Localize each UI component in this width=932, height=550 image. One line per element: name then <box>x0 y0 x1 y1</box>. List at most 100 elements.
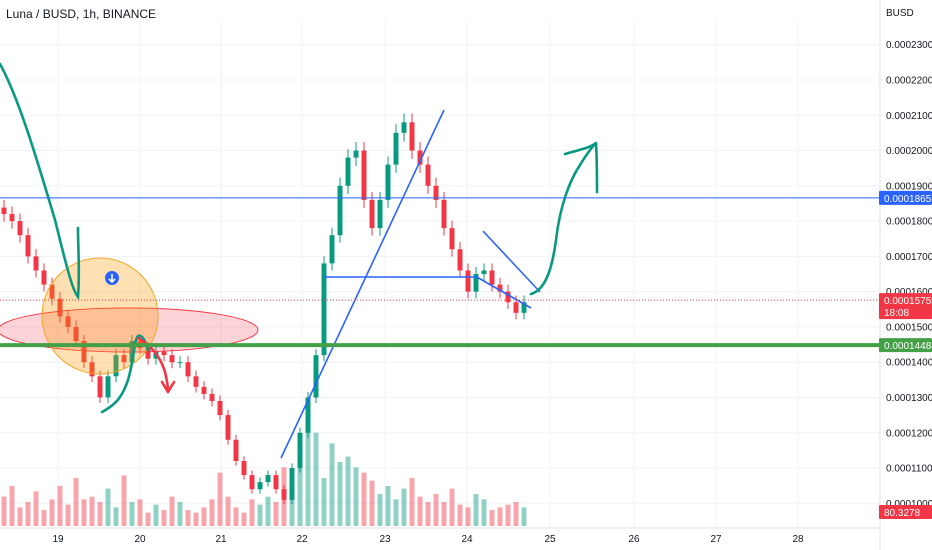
volume-bar <box>257 504 263 526</box>
candle-body <box>441 199 447 229</box>
volume-bar <box>449 488 455 526</box>
volume-bar <box>305 406 311 526</box>
volume-bar <box>169 496 175 526</box>
x-tick-label: 25 <box>544 534 556 545</box>
candle-body <box>249 475 255 490</box>
candle-body <box>377 199 383 229</box>
volume-bar <box>521 507 527 526</box>
x-tick-label: 21 <box>215 534 227 545</box>
candle-body <box>217 401 223 416</box>
candle-body <box>473 274 479 292</box>
price-tag-box <box>879 190 932 205</box>
candle-body <box>465 270 471 292</box>
price-tag-box <box>879 293 932 320</box>
candle-body <box>393 132 399 165</box>
volume-bar <box>465 507 471 526</box>
candle-body <box>209 393 215 401</box>
volume-bar <box>369 480 375 526</box>
candle-body <box>425 164 431 186</box>
volume-bar <box>177 502 183 526</box>
candle-body <box>161 351 167 356</box>
candle-body <box>97 376 103 398</box>
candle-body <box>369 199 375 229</box>
candle-body <box>241 460 247 476</box>
volume-bar <box>233 507 239 526</box>
volume-bar <box>313 432 319 526</box>
x-tick-label: 19 <box>52 534 64 545</box>
candle-body <box>401 122 407 133</box>
x-axis: 19 20 21 22 23 24 25 26 27 28 <box>0 527 880 545</box>
candle-body <box>145 348 151 359</box>
candle-body <box>489 270 495 285</box>
candle-body <box>89 362 95 377</box>
candle-body <box>297 432 303 469</box>
candle-body <box>289 468 295 500</box>
volume-bar <box>473 494 479 526</box>
candle-body <box>353 150 359 158</box>
candle-body <box>233 439 239 461</box>
candle-body <box>49 284 55 299</box>
volume-bar <box>249 499 255 526</box>
volume-bar <box>505 504 511 526</box>
volume-bar <box>441 502 447 526</box>
volume-bar <box>97 502 103 526</box>
candle-body <box>345 157 351 186</box>
flag-lower <box>474 275 532 309</box>
x-tick-label: 28 <box>792 534 804 545</box>
volume-bar <box>89 496 95 526</box>
y-tick-label: 0.00010000 <box>886 499 932 510</box>
volume-bar <box>377 494 383 526</box>
price-tag-label: 0.00015759 <box>884 296 932 307</box>
volume-bar <box>513 502 519 526</box>
candles <box>1 113 527 505</box>
volume-bar <box>121 475 127 526</box>
candle-body <box>25 235 31 257</box>
volume-bar <box>217 472 223 526</box>
green-path-left <box>0 62 81 301</box>
candle-body <box>121 355 127 363</box>
volume-bar <box>361 472 367 526</box>
volume-bar <box>41 510 47 526</box>
candle-body <box>433 185 439 200</box>
candle-body <box>73 326 79 342</box>
candle-body <box>497 284 503 292</box>
volume-bar <box>17 507 23 526</box>
volume-bar <box>49 499 55 526</box>
candle-body <box>409 122 415 151</box>
candle-body <box>281 489 287 500</box>
volume-bar <box>425 502 431 526</box>
candle-body <box>313 355 319 398</box>
volume-bar <box>385 486 391 526</box>
volume-bar <box>25 502 31 526</box>
volume-bar <box>417 496 423 526</box>
volume-bar <box>153 504 159 526</box>
volume-bar <box>105 488 111 526</box>
volume-bar <box>137 499 143 526</box>
candle-body <box>273 475 279 490</box>
volume-bar <box>265 496 271 526</box>
candle-body <box>17 221 23 236</box>
candle-body <box>113 355 119 377</box>
volume-bar <box>129 502 135 526</box>
volume-bar <box>1 496 7 526</box>
x-tick-label: 23 <box>379 534 391 545</box>
candle-body <box>321 263 327 356</box>
volume-tag-box <box>879 505 932 519</box>
price-tag-timer: 18:08 <box>884 308 909 319</box>
volume-bar <box>409 478 415 526</box>
candle-body <box>65 316 71 327</box>
volume-bar <box>321 478 327 526</box>
candle-body <box>505 291 511 303</box>
flag-upper <box>482 230 541 293</box>
chart-title: Luna / BUSD, 1h, BINANCE <box>6 7 157 21</box>
